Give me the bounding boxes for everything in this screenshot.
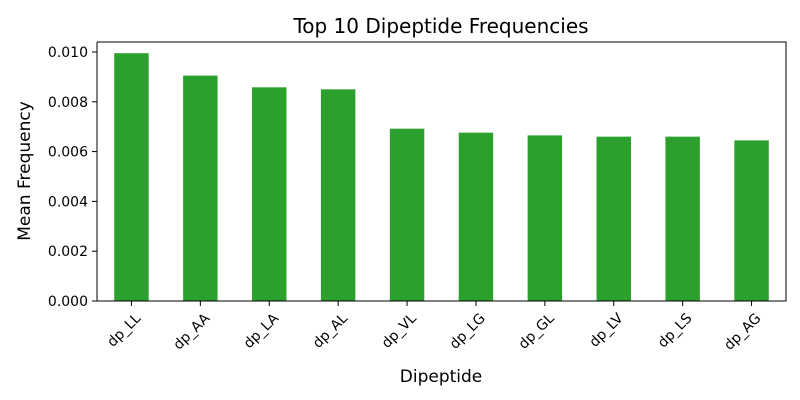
bar-dp_VL	[389, 128, 425, 301]
bar-dp_LG	[458, 132, 494, 301]
x-axis-label: Dipeptide	[400, 367, 483, 387]
x-tick-label: dp_LA	[241, 310, 283, 352]
y-tick-label: 0.006	[48, 145, 88, 161]
bar-dp_LV	[596, 136, 631, 301]
x-tick-label: dp_LS	[655, 310, 696, 351]
bar-dp_LS	[665, 136, 700, 301]
y-axis-label: Mean Frequency	[15, 101, 35, 241]
chart-title: Top 10 Dipeptide Frequencies	[292, 14, 588, 38]
x-tick-label: dp_AL	[310, 310, 351, 351]
x-tick-label: dp_AG	[721, 311, 764, 354]
y-tick-label: 0.000	[48, 294, 88, 310]
x-tick-label: dp_AA	[171, 310, 214, 353]
y-axis-ticks: 0.000 0.002 0.004 0.006 0.008 0.010	[48, 45, 97, 310]
y-tick-label: 0.008	[48, 95, 88, 111]
x-tick-label: dp_LV	[587, 310, 627, 350]
x-tick-label: dp_LG	[447, 311, 489, 353]
y-tick-label: 0.010	[48, 45, 88, 61]
x-tick-label: dp_LL	[104, 310, 144, 350]
bar-dp_LL	[114, 53, 149, 302]
bar-dp_AG	[734, 140, 769, 301]
bar-dp_AL	[320, 89, 356, 301]
bar-dp_AA	[183, 75, 218, 301]
y-tick-label: 0.004	[48, 194, 88, 210]
axis-frame	[96, 41, 787, 302]
y-tick-label: 0.002	[48, 244, 88, 260]
bar-dp_GL	[527, 135, 563, 301]
bars-group	[114, 53, 769, 302]
bar-dp_LA	[252, 87, 287, 301]
x-tick-label: dp_GL	[516, 310, 558, 352]
x-tick-label: dp_VL	[379, 310, 420, 351]
x-axis-ticks: dp_LL dp_AA dp_LA dp_AL dp_VL dp_LG dp_GL dp_LV…	[104, 301, 764, 354]
